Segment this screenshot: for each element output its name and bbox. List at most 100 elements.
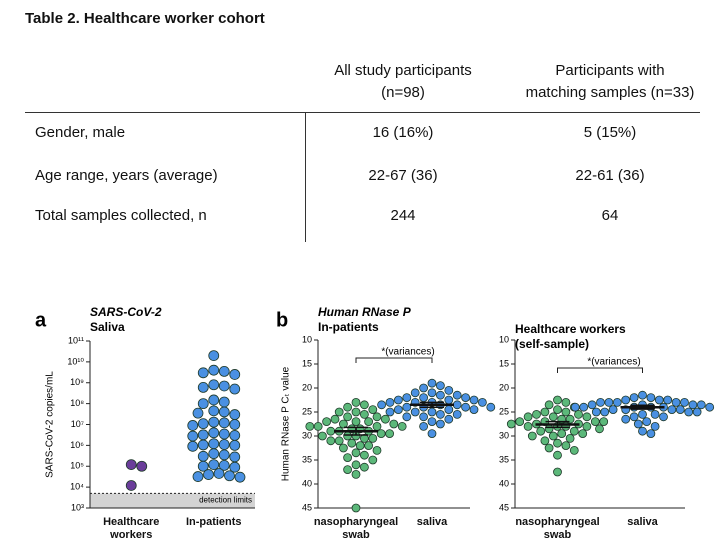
data-point <box>351 503 361 513</box>
y-tick-label: 10 <box>302 334 312 344</box>
data-point <box>218 439 230 450</box>
data-point <box>351 407 361 417</box>
header-line: Participants with <box>555 62 665 79</box>
data-point <box>680 397 689 407</box>
table-title: Table 2. Healthcare worker cohort <box>25 10 265 27</box>
data-point <box>536 426 546 436</box>
data-point <box>600 407 610 417</box>
data-point <box>612 397 622 407</box>
data-point <box>338 419 348 429</box>
data-point <box>561 407 571 417</box>
data-point <box>208 427 220 439</box>
data-point <box>444 395 454 405</box>
data-point <box>125 459 137 470</box>
data-point <box>197 460 209 472</box>
data-point <box>544 443 554 453</box>
panel-letter: a <box>35 309 47 331</box>
data-point <box>591 407 601 417</box>
data-point <box>385 397 395 407</box>
data-point <box>229 430 241 441</box>
y-tick-label: 10¹¹ <box>68 335 84 345</box>
column-rule <box>305 112 306 242</box>
data-point <box>654 395 664 405</box>
data-point <box>208 405 220 417</box>
data-point <box>368 455 378 465</box>
data-point <box>343 453 353 463</box>
data-point <box>326 436 336 446</box>
data-point <box>229 419 241 430</box>
data-point <box>599 417 609 427</box>
data-point <box>402 412 412 422</box>
chart-title: Healthcare workers <box>515 322 626 336</box>
header-line: All study participants <box>334 62 472 79</box>
data-point <box>646 393 656 403</box>
data-point <box>372 412 382 422</box>
data-point <box>629 393 639 403</box>
data-point <box>452 390 462 400</box>
panel-letter: b <box>276 309 288 331</box>
data-point <box>427 407 437 417</box>
data-point <box>343 412 353 422</box>
data-point <box>197 418 209 430</box>
data-point <box>351 397 361 407</box>
data-point <box>372 421 382 431</box>
y-tick-label: 10 <box>499 334 509 344</box>
data-point <box>427 417 437 427</box>
data-point <box>671 397 681 407</box>
y-tick-label: 45 <box>302 502 312 512</box>
data-point <box>596 397 605 407</box>
data-point <box>638 409 647 419</box>
data-point <box>582 421 592 431</box>
data-point <box>187 430 199 442</box>
data-point <box>326 426 336 436</box>
cell: 16 (16%) <box>372 124 434 141</box>
data-point <box>544 424 554 434</box>
y-tick-label: 25 <box>499 406 509 416</box>
data-point <box>553 467 562 477</box>
data-point <box>540 407 550 417</box>
data-point <box>359 409 369 419</box>
y-tick-label: 10⁸ <box>70 398 84 408</box>
detection-region <box>90 493 255 508</box>
data-point <box>419 383 429 393</box>
data-point <box>469 395 479 405</box>
data-point <box>343 402 353 412</box>
data-point <box>574 409 583 419</box>
header-line: matching samples (n=33) <box>525 84 695 101</box>
data-point <box>659 412 668 422</box>
data-point <box>515 417 525 427</box>
data-point <box>548 431 558 441</box>
row-label: Total samples collected, n <box>35 207 207 224</box>
data-point <box>692 407 702 417</box>
data-point <box>548 412 558 422</box>
data-point <box>192 407 204 419</box>
column-header: All study participants (n=98) <box>303 60 503 104</box>
data-point <box>638 426 647 436</box>
data-point <box>646 429 656 439</box>
data-point <box>527 431 537 441</box>
data-point <box>351 460 361 470</box>
data-point <box>377 400 387 410</box>
data-point <box>402 393 412 403</box>
y-tick-label: 10⁷ <box>71 419 84 429</box>
data-point <box>650 409 660 419</box>
data-point <box>229 451 241 463</box>
cell: 22-61 (36) <box>575 167 645 184</box>
data-point <box>461 402 471 412</box>
header-line: (n=98) <box>381 84 425 101</box>
y-tick-label: 40 <box>499 478 509 488</box>
data-point <box>229 439 241 451</box>
y-tick-label: 10⁵ <box>70 461 84 471</box>
data-point <box>569 445 579 455</box>
data-point <box>218 449 230 461</box>
data-point <box>376 429 386 439</box>
data-point <box>208 364 220 376</box>
data-point <box>435 381 445 391</box>
x-tick-label: saliva <box>416 516 448 528</box>
data-point <box>633 419 643 429</box>
cell: 22-67 (36) <box>368 167 438 184</box>
data-point <box>621 395 631 405</box>
